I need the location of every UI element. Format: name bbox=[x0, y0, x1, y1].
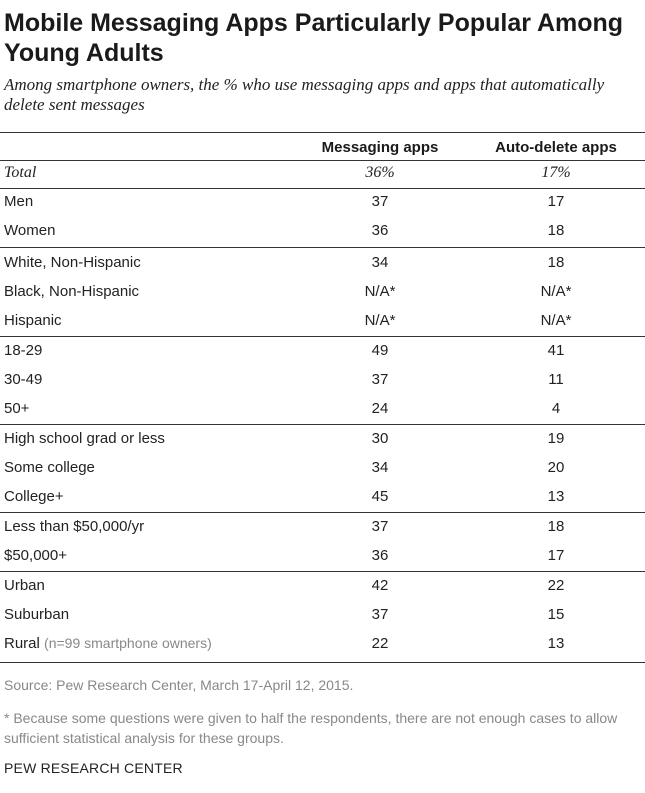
table-row-hispanic: Hispanic N/A* N/A* bbox=[0, 306, 645, 335]
messaging-value: 24 bbox=[371, 400, 389, 417]
row-label: 50+ bbox=[4, 400, 30, 417]
auto-delete-value: 18 bbox=[547, 518, 565, 535]
table-row-income-high: $50,000+ 36 17 bbox=[0, 541, 645, 570]
brand-label: PEW RESEARCH CENTER bbox=[4, 760, 183, 776]
bottom-rule bbox=[0, 662, 645, 663]
row-label: Black, Non-Hispanic bbox=[4, 283, 140, 300]
messaging-value: 37 bbox=[371, 606, 389, 623]
table-row-black: Black, Non-Hispanic N/A* N/A* bbox=[0, 277, 645, 306]
row-note: (n=99 smartphone owners) bbox=[44, 635, 212, 651]
row-label: Hispanic bbox=[4, 312, 62, 329]
row-label-wrap: Rural (n=99 smartphone owners) bbox=[4, 629, 212, 658]
messaging-value: 22 bbox=[371, 635, 389, 652]
auto-delete-value: N/A* bbox=[540, 283, 572, 300]
auto-delete-value: N/A* bbox=[540, 312, 572, 329]
row-label: 18-29 bbox=[4, 342, 43, 359]
table-row-men: Men 37 17 bbox=[0, 187, 645, 216]
table-row-white: White, Non-Hispanic 34 18 bbox=[0, 248, 645, 277]
column-header-auto-delete: Auto-delete apps bbox=[495, 139, 617, 156]
row-label: Suburban bbox=[4, 606, 70, 623]
messaging-value: 36 bbox=[371, 547, 389, 564]
column-header-messaging: Messaging apps bbox=[321, 139, 439, 156]
table-row-age-50-plus: 50+ 24 4 bbox=[0, 394, 645, 423]
messaging-value: 34 bbox=[371, 254, 389, 271]
row-label: Some college bbox=[4, 459, 95, 476]
auto-delete-value: 15 bbox=[547, 606, 565, 623]
table-row-rural: Rural (n=99 smartphone owners) 22 13 bbox=[0, 629, 645, 658]
auto-delete-value: 22 bbox=[547, 577, 565, 594]
row-label: Women bbox=[4, 222, 56, 239]
source-note: Source: Pew Research Center, March 17-Ap… bbox=[4, 677, 354, 693]
top-rule bbox=[0, 132, 645, 133]
table-row-income-low: Less than $50,000/yr 37 18 bbox=[0, 512, 645, 541]
auto-delete-value: 13 bbox=[547, 635, 565, 652]
table-row-total: Total 36% 17% bbox=[0, 158, 645, 187]
auto-delete-value: 17% bbox=[541, 164, 571, 181]
table-row-age-30-49: 30-49 37 11 bbox=[0, 365, 645, 394]
group-divider bbox=[0, 512, 645, 513]
footnote: * Because some questions were given to h… bbox=[4, 710, 618, 746]
auto-delete-value: 4 bbox=[551, 400, 561, 417]
row-label: $50,000+ bbox=[4, 547, 67, 564]
table-row-high-school: High school grad or less 30 19 bbox=[0, 424, 645, 453]
messaging-value: 37 bbox=[371, 193, 389, 210]
row-label: College+ bbox=[4, 488, 64, 505]
table-row-women: Women 36 18 bbox=[0, 216, 645, 245]
table-row-age-18-29: 18-29 49 41 bbox=[0, 336, 645, 365]
messaging-value: 30 bbox=[371, 430, 389, 447]
table-row-suburban: Suburban 37 15 bbox=[0, 600, 645, 629]
header-rule bbox=[0, 160, 645, 161]
auto-delete-value: 41 bbox=[547, 342, 565, 359]
messaging-value: 42 bbox=[371, 577, 389, 594]
row-label: Less than $50,000/yr bbox=[4, 518, 145, 535]
messaging-value: 37 bbox=[371, 518, 389, 535]
row-label: Total bbox=[4, 164, 37, 181]
group-divider bbox=[0, 336, 645, 337]
auto-delete-value: 20 bbox=[547, 459, 565, 476]
group-divider bbox=[0, 424, 645, 425]
auto-delete-value: 18 bbox=[547, 254, 565, 271]
row-label: 30-49 bbox=[4, 371, 43, 388]
messaging-value: N/A* bbox=[364, 283, 396, 300]
row-label: Rural bbox=[4, 635, 40, 652]
messaging-value: 36 bbox=[371, 222, 389, 239]
table-row-college-plus: College+ 45 13 bbox=[0, 482, 645, 511]
group-divider bbox=[0, 247, 645, 248]
row-label: High school grad or less bbox=[4, 430, 165, 447]
auto-delete-value: 18 bbox=[547, 222, 565, 239]
group-divider bbox=[0, 188, 645, 189]
auto-delete-value: 11 bbox=[548, 371, 564, 388]
messaging-value: N/A* bbox=[364, 312, 396, 329]
chart-title: Mobile Messaging Apps Particularly Popul… bbox=[4, 9, 624, 67]
row-label: White, Non-Hispanic bbox=[4, 254, 141, 271]
messaging-value: 36% bbox=[365, 164, 395, 181]
row-label: Urban bbox=[4, 577, 45, 594]
auto-delete-value: 19 bbox=[547, 430, 565, 447]
table-row-urban: Urban 42 22 bbox=[0, 571, 645, 600]
messaging-value: 49 bbox=[371, 342, 389, 359]
messaging-value: 37 bbox=[371, 371, 389, 388]
auto-delete-value: 17 bbox=[547, 547, 565, 564]
messaging-value: 34 bbox=[371, 459, 389, 476]
chart-subtitle: Among smartphone owners, the % who use m… bbox=[4, 75, 605, 114]
auto-delete-value: 17 bbox=[547, 193, 565, 210]
auto-delete-value: 13 bbox=[547, 488, 565, 505]
table-row-some-college: Some college 34 20 bbox=[0, 453, 645, 482]
row-label: Men bbox=[4, 193, 34, 210]
messaging-value: 45 bbox=[371, 488, 389, 505]
group-divider bbox=[0, 571, 645, 572]
